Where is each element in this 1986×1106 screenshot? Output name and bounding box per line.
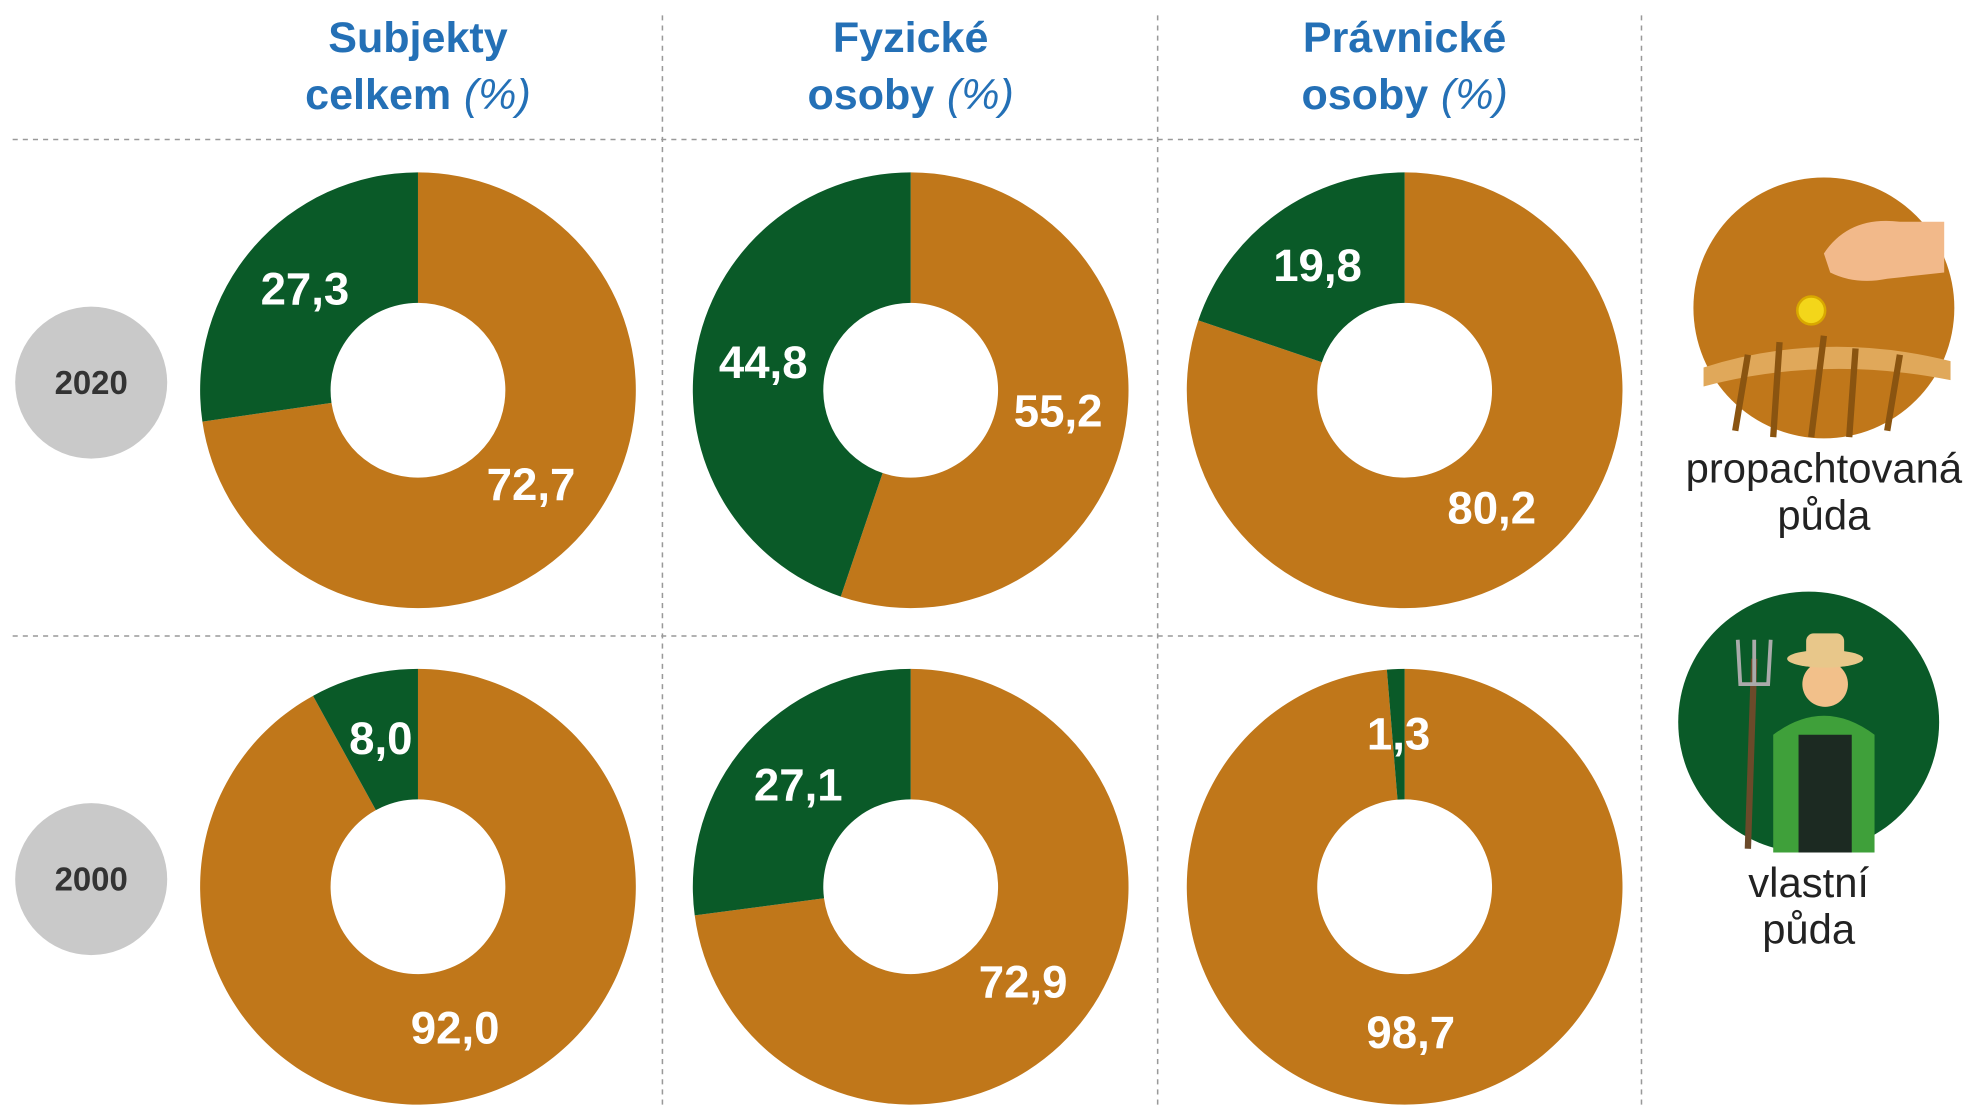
data-label: 72,9 [979,956,1068,1007]
own-icon [1678,592,1939,853]
legend-line: vlastní [1748,859,1869,906]
column-title: Fyzické [833,14,989,62]
column-title-line: osoby [1301,71,1428,119]
data-label: 1,3 [1367,708,1430,759]
row-label: 2000 [55,860,128,897]
column-unit: (%) [1441,71,1508,119]
data-label: 8,0 [349,713,412,764]
data-label: 44,8 [719,337,808,388]
page: Subjekty celkem (%) Fyzické osoby (%) Právnick… [0,0,1986,1106]
column-title-line: celkem [305,71,451,119]
rented-icon [1693,177,1954,438]
data-label: 80,2 [1447,483,1536,534]
column-title-line: osoby [807,71,934,119]
data-label: 27,1 [754,759,843,810]
data-label: 19,8 [1273,240,1362,291]
data-label: 98,7 [1366,1007,1455,1058]
row-label: 2020 [55,364,128,401]
data-label: 92,0 [411,1003,500,1054]
column-unit: (%) [464,71,531,119]
data-label: 55,2 [1014,386,1103,437]
data-label: 72,7 [487,459,576,510]
legend-line: propachtovaná [1686,445,1963,492]
legend-line: půda [1777,492,1871,539]
legend-line: půda [1762,906,1856,953]
column-title: Subjekty [328,14,507,62]
data-label: 27,3 [261,264,350,315]
column-title: osoby (%) [1301,71,1507,119]
column-unit: (%) [947,71,1014,119]
chart: Subjekty celkem (%) Fyzické osoby (%) Právnick… [0,0,1986,1106]
column-title: celkem (%) [305,71,531,119]
column-title: Právnické [1303,14,1506,62]
column-title: osoby (%) [807,71,1013,119]
